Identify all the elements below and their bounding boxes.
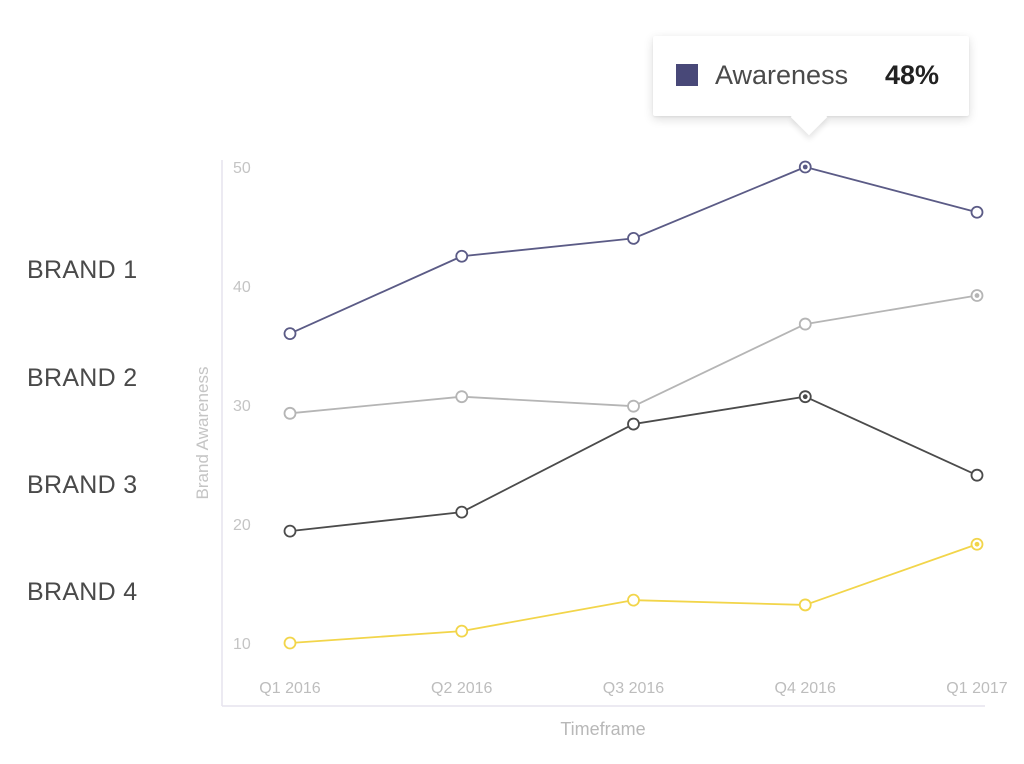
series-line-brand-4: [289, 543, 978, 644]
brand-3-label: BRAND 3: [27, 471, 138, 499]
data-point: [627, 593, 640, 607]
tooltip-pointer-mask: [770, 96, 850, 116]
data-point: [455, 390, 469, 404]
x-tick-label: Q4 2016: [775, 680, 836, 697]
series-line-brand-3: [289, 395, 978, 533]
data-point: [455, 249, 469, 263]
data-point: [283, 406, 297, 420]
brand-4-label: BRAND 4: [27, 578, 138, 606]
brand-1-label: BRAND 1: [27, 256, 138, 284]
x-tick-label: Q2 2016: [431, 680, 492, 697]
data-point-highlight: [974, 541, 980, 547]
data-point: [798, 317, 812, 331]
data-point: [627, 399, 640, 413]
x-tick-label: Q1 2016: [259, 680, 320, 697]
y-tick-label: 20: [233, 517, 251, 534]
series-line-brand-1: [289, 166, 978, 335]
y-tick-label: 10: [233, 636, 251, 653]
y-tick-label: 40: [233, 279, 251, 296]
x-axis-title: Timeframe: [560, 719, 645, 739]
tooltip-label: Awareness: [715, 60, 849, 90]
data-point: [970, 468, 984, 482]
y-tick-label: 30: [233, 398, 251, 415]
data-point: [970, 205, 984, 219]
data-point: [627, 231, 640, 245]
data-point-highlight: [974, 293, 980, 298]
data-point: [455, 505, 469, 519]
data-point-highlight: [802, 164, 808, 170]
brand-2-label: BRAND 2: [27, 364, 138, 392]
data-point-highlight: [802, 394, 808, 400]
x-tick-label: Q1 2017: [946, 680, 1007, 697]
tooltip-swatch: [676, 64, 698, 86]
series-line-brand-2: [289, 294, 978, 415]
data-point: [455, 624, 469, 638]
data-point: [283, 636, 297, 650]
data-point: [283, 524, 297, 538]
data-point: [798, 598, 812, 612]
x-tick-label: Q3 2016: [603, 680, 664, 697]
y-tick-label: 50: [233, 160, 251, 177]
tooltip-value: 48%: [885, 60, 940, 90]
data-point: [627, 417, 640, 431]
data-point: [283, 327, 297, 341]
y-axis-title: Brand Awareness: [193, 367, 212, 500]
